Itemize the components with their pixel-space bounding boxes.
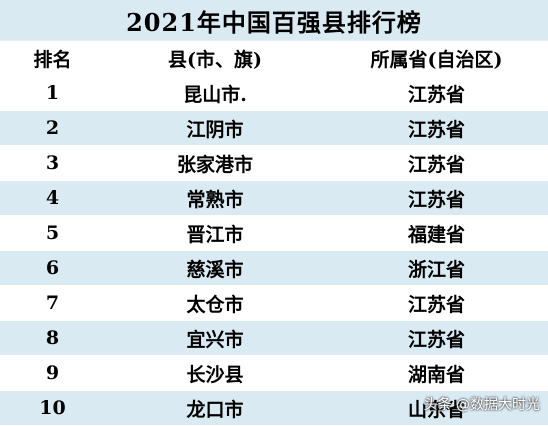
province-cell: 山东省 bbox=[325, 390, 548, 426]
table-row: 2 江阴市 江苏省 bbox=[0, 110, 548, 146]
title-bar: 2021年中国百强县排行榜 bbox=[0, 0, 548, 41]
province-cell: 江苏省 bbox=[325, 145, 548, 181]
watermark: 头条 @数据大时光 bbox=[424, 394, 540, 414]
rank-cell: 8 bbox=[0, 320, 105, 356]
county-cell: 太仓市 bbox=[105, 285, 325, 321]
province-cell: 江苏省 bbox=[325, 285, 548, 321]
table-row: 4 常熟市 江苏省 bbox=[0, 180, 548, 216]
watermark-text: 头条 @数据大时光 bbox=[423, 397, 540, 413]
county-cell: 江阴市 bbox=[105, 110, 325, 146]
rank-cell: 4 bbox=[0, 180, 105, 216]
table-row: 9 长沙县 湖南省 bbox=[0, 355, 548, 391]
table-row: 3 张家港市 江苏省 bbox=[0, 145, 548, 181]
table-row: 8 宜兴市 江苏省 bbox=[0, 320, 548, 356]
table-row: 7 太仓市 江苏省 bbox=[0, 285, 548, 321]
province-cell: 湖南省 bbox=[325, 355, 548, 391]
county-cell: 龙口市 bbox=[105, 390, 325, 426]
rank-cell: 3 bbox=[0, 145, 105, 181]
rank-cell: 1 bbox=[0, 75, 105, 111]
header-county: 县(市、旗) bbox=[105, 41, 325, 76]
province-cell: 江苏省 bbox=[325, 75, 548, 111]
table-row: 6 慈溪市 浙江省 bbox=[0, 250, 548, 286]
rank-cell: 5 bbox=[0, 215, 105, 251]
county-cell: 昆山市. bbox=[105, 75, 325, 111]
rank-cell: 6 bbox=[0, 250, 105, 286]
rank-cell: 7 bbox=[0, 285, 105, 321]
county-cell: 晋江市 bbox=[105, 215, 325, 251]
ranking-table: 排名 县(市、旗) 所属省(自治区) 1 昆山市. 江苏省 2 江阴市 江苏省 … bbox=[0, 41, 548, 426]
rank-cell: 2 bbox=[0, 110, 105, 146]
province-cell: 福建省 bbox=[325, 215, 548, 251]
table-row: 5 晋江市 福建省 bbox=[0, 215, 548, 251]
table-row: 1 昆山市. 江苏省 bbox=[0, 75, 548, 111]
county-cell: 宜兴市 bbox=[105, 320, 325, 356]
province-cell: 浙江省 bbox=[325, 250, 548, 286]
rank-cell: 10 bbox=[0, 390, 105, 426]
county-cell: 张家港市 bbox=[105, 145, 325, 181]
province-cell: 江苏省 bbox=[325, 180, 548, 216]
header-province: 所属省(自治区) bbox=[325, 41, 548, 76]
table-header-row: 排名 县(市、旗) 所属省(自治区) bbox=[0, 41, 548, 76]
page-title: 2021年中国百强县排行榜 bbox=[126, 7, 422, 37]
province-cell: 江苏省 bbox=[325, 110, 548, 146]
rank-cell: 9 bbox=[0, 355, 105, 391]
province-cell: 江苏省 bbox=[325, 320, 548, 356]
header-rank: 排名 bbox=[0, 41, 105, 76]
county-cell: 常熟市 bbox=[105, 180, 325, 216]
county-cell: 慈溪市 bbox=[105, 250, 325, 286]
county-cell: 长沙县 bbox=[105, 355, 325, 391]
